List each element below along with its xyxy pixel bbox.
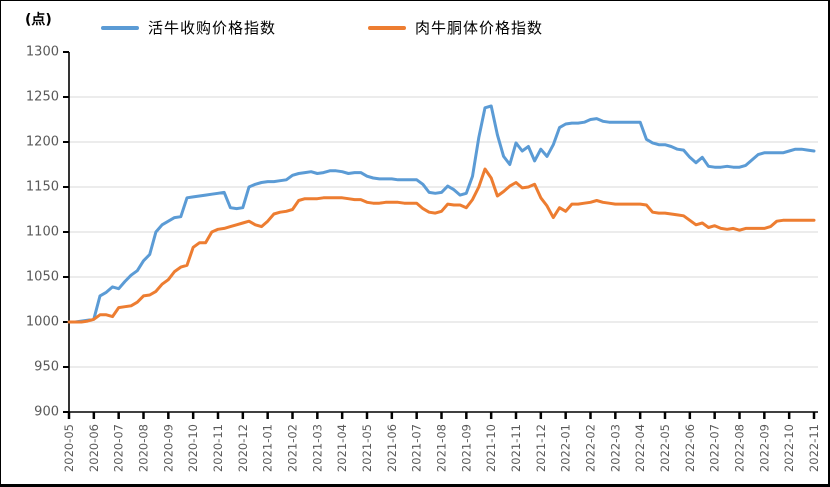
x-tick-label: 2020-11 (211, 424, 225, 472)
x-axis-tick-labels: 2020-05 2020-06 2020-07 2020-08 2020-09 2020-… (62, 424, 821, 472)
x-tick-label: 2021-12 (534, 424, 548, 472)
x-tick-label: 2021-01 (261, 424, 275, 472)
x-tick-label: 2022-09 (757, 424, 771, 472)
x-tick-label: 2022-11 (807, 424, 821, 472)
x-tick-label: 2022-07 (708, 424, 722, 472)
x-tick-label: 2021-11 (509, 424, 523, 472)
x-tick-label: 2022-04 (633, 424, 647, 472)
y-tick-label: 900 (34, 405, 59, 420)
y-tick-label: 1300 (26, 45, 59, 60)
x-tick-label: 2020-10 (186, 424, 200, 472)
x-tick-label: 2022-01 (559, 424, 573, 472)
x-tick-label: 2021-06 (385, 424, 399, 472)
x-tick-label: 2021-09 (459, 424, 473, 472)
legend-swatch-carcass-index (368, 25, 407, 30)
legend-swatch-live-cattle-index (101, 25, 139, 30)
y-tick-label: 950 (34, 360, 59, 375)
legend: 活牛收购价格指数 肉牛胴体价格指数 (101, 17, 543, 38)
series-line-0 (67, 104, 816, 324)
x-tick-label: 2022-02 (584, 424, 598, 472)
x-tick-label: 2020-07 (112, 424, 126, 472)
x-tick-label: 2022-05 (658, 424, 672, 472)
x-tick-label: 2020-09 (161, 424, 175, 472)
x-tick-label: 2021-10 (484, 424, 498, 472)
y-axis-tick-labels: 900 950 1000 1050 1100 1150 1200 1250 1300 (26, 45, 59, 420)
legend-item-carcass-index: 肉牛胴体价格指数 (368, 17, 543, 38)
y-tick-label: 1150 (26, 180, 59, 195)
x-tick-label: 2022-10 (782, 424, 796, 472)
x-tick-label: 2021-03 (310, 424, 324, 472)
legend-item-live-cattle-index: 活牛收购价格指数 (101, 17, 276, 38)
x-tick-label: 2020-06 (87, 424, 101, 472)
y-tick-label: 1100 (26, 225, 59, 240)
gridlines (69, 96, 818, 368)
x-tick-label: 2020-05 (62, 424, 76, 472)
x-tick-label: 2021-07 (410, 424, 424, 472)
y-tick-label: 1000 (26, 315, 59, 330)
x-tick-label: 2020-08 (137, 424, 151, 472)
legend-label-carcass-index: 肉牛胴体价格指数 (415, 19, 544, 37)
y-tick-label: 1200 (26, 135, 59, 150)
x-tick-label: 2022-03 (608, 424, 622, 472)
axes (63, 51, 818, 419)
x-tick-label: 2021-04 (335, 424, 349, 472)
x-tick-label: 2021-05 (360, 424, 374, 472)
x-tick-label: 2020-12 (236, 424, 250, 472)
x-tick-label: 2021-02 (286, 424, 300, 472)
x-tick-label: 2021-08 (435, 424, 449, 472)
x-tick-label: 2022-08 (733, 424, 747, 472)
y-tick-label: 1050 (26, 270, 59, 285)
y-axis-unit-label: (点) (25, 12, 52, 28)
legend-label-live-cattle-index: 活牛收购价格指数 (148, 19, 277, 37)
y-tick-label: 1250 (26, 90, 59, 105)
x-tick-label: 2022-06 (683, 424, 697, 472)
series-line-1 (67, 167, 816, 324)
